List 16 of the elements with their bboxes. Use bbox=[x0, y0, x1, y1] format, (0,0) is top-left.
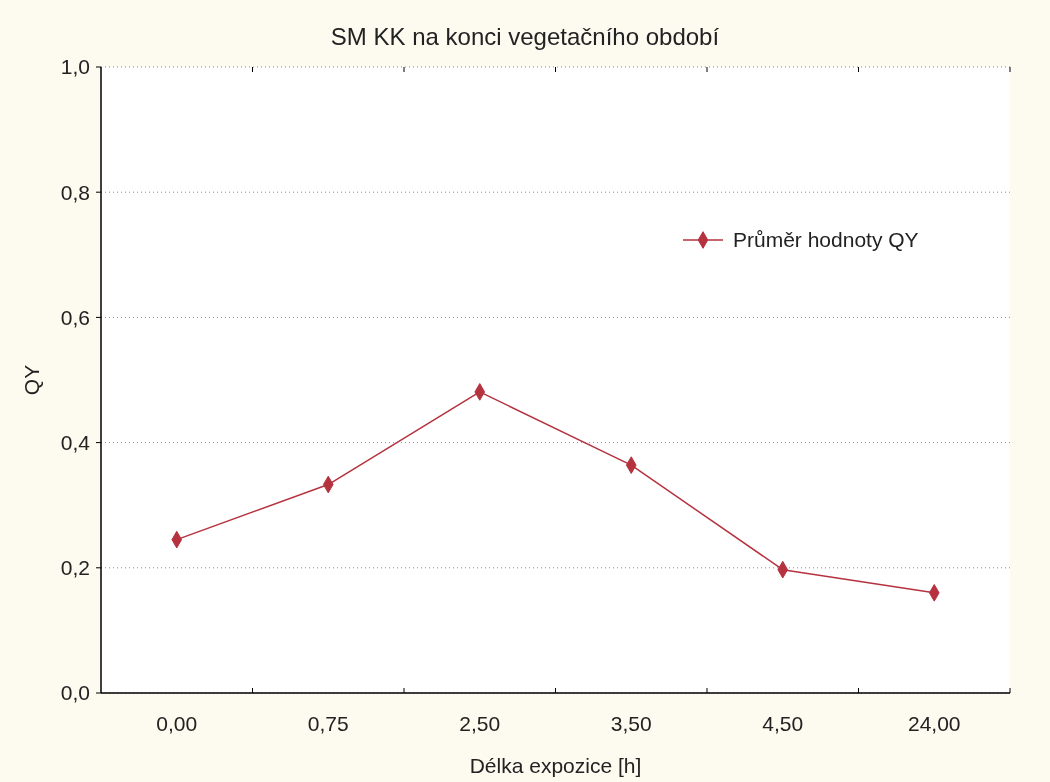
x-tick-label: 0,00 bbox=[156, 711, 198, 735]
x-tick-label: 24,00 bbox=[907, 711, 961, 735]
y-tick-label: 0,0 bbox=[60, 681, 90, 705]
chart-title: SM KK na konci vegetačního období bbox=[329, 23, 721, 51]
y-tick-label: 0,4 bbox=[60, 431, 91, 455]
y-axis-title: QY bbox=[18, 363, 44, 398]
x-tick-label: 4,50 bbox=[762, 711, 804, 735]
y-tick-label: 0,2 bbox=[60, 556, 90, 580]
x-tick-label: 3,50 bbox=[610, 711, 652, 735]
y-tick-label: 0,6 bbox=[60, 305, 90, 329]
x-tick-label: 0,75 bbox=[307, 711, 349, 735]
legend-label: Průměr hodnoty QY bbox=[733, 228, 919, 252]
y-tick-label: 0,8 bbox=[60, 180, 90, 204]
x-tick-label: 2,50 bbox=[459, 711, 501, 735]
x-axis-title: Délka expozice [h] bbox=[468, 753, 643, 779]
y-tick-label: 1,0 bbox=[60, 55, 90, 79]
